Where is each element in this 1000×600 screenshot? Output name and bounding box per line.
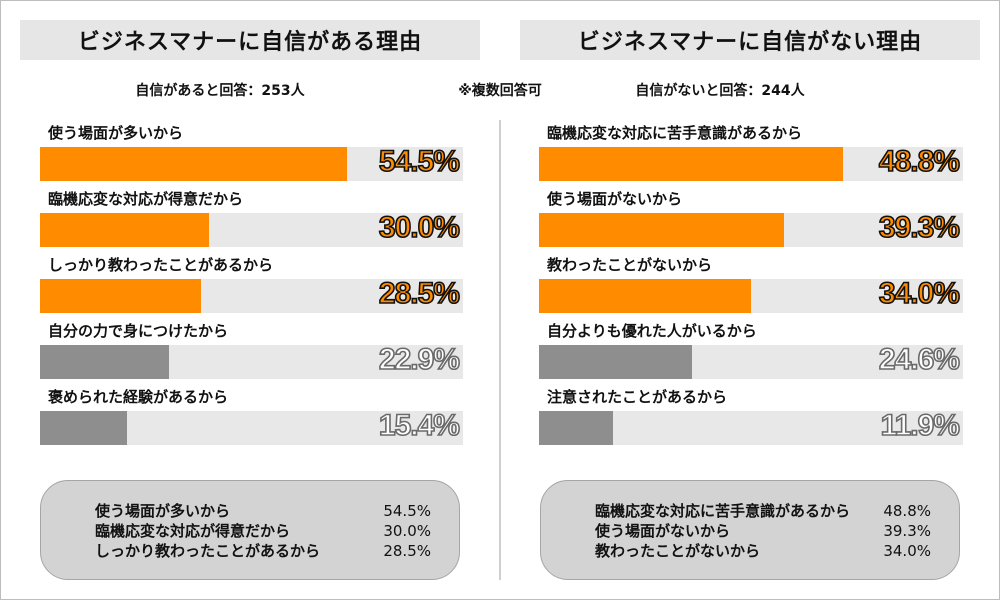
summary-label: しっかり教わったことがあるから <box>95 542 321 560</box>
summary-label: 臨機応変な対応が得意だから <box>95 522 291 540</box>
category-label: しっかり教わったことがあるから <box>48 256 274 274</box>
data-label: 11.9% <box>880 408 961 443</box>
bar <box>539 279 751 313</box>
summary-row: 臨機応変な対応に苦手意識があるから 48.8% <box>595 501 931 521</box>
summary-box: 臨機応変な対応に苦手意識があるから 48.8% 使う場面がないから 39.3% 教わった… <box>540 480 960 580</box>
category-label: 教わったことがないから <box>547 256 713 274</box>
bar-chart-confident: 使う場面が多いから 54.5% 臨機応変な対応が得意だから 30.0% しっかり教わった… <box>40 118 463 448</box>
category-label: 褒められた経験があるから <box>48 388 229 406</box>
bar-row: 自分の力で身につけたから 22.9% <box>40 316 463 379</box>
data-label: 15.4% <box>378 408 461 443</box>
data-label: 34.0% <box>878 276 961 311</box>
bar <box>539 213 784 247</box>
bar <box>40 345 169 379</box>
bar <box>40 411 127 445</box>
bar-track: 15.4% <box>40 408 463 445</box>
summary-row: 臨機応変な対応が得意だから 30.0% <box>95 521 431 541</box>
chart-title: ビジネスマナーに自信がない理由 <box>520 20 980 60</box>
bar-chart-not-confident: 臨機応変な対応に苦手意識があるから 48.8% 使う場面がないから 39.3% 教わった… <box>539 118 963 448</box>
category-label: 臨機応変な対応が得意だから <box>48 190 244 208</box>
bar <box>40 279 201 313</box>
bar-row: 使う場面がないから 39.3% <box>539 184 963 247</box>
bar-row: 注意されたことがあるから 11.9% <box>539 382 963 445</box>
bar-track: 11.9% <box>539 408 963 445</box>
summary-value: 54.5% <box>383 502 431 520</box>
bar <box>40 213 209 247</box>
bar <box>40 147 347 181</box>
panel-confident: ビジネスマナーに自信がある理由 自信があると回答：253人 使う場面が多いから 5… <box>20 0 500 600</box>
summary-value: 39.3% <box>883 522 931 540</box>
bar-track: 39.3% <box>539 210 963 247</box>
data-label: 22.9% <box>378 342 461 377</box>
bar-track: 22.9% <box>40 342 463 379</box>
summary-row: 使う場面が多いから 54.5% <box>95 501 431 521</box>
category-label: 使う場面が多いから <box>48 124 184 142</box>
data-label: 24.6% <box>878 342 961 377</box>
bar-track: 28.5% <box>40 276 463 313</box>
data-label: 30.0% <box>378 210 461 245</box>
panel-divider <box>499 120 501 580</box>
bar <box>539 411 613 445</box>
bar-row: 褒められた経験があるから 15.4% <box>40 382 463 445</box>
category-label: 自分よりも優れた人がいるから <box>547 322 757 340</box>
data-label: 54.5% <box>378 144 461 179</box>
bar <box>539 345 692 379</box>
bar-row: 臨機応変な対応が得意だから 30.0% <box>40 184 463 247</box>
summary-row: 使う場面がないから 39.3% <box>595 521 931 541</box>
summary-label: 使う場面が多いから <box>95 502 231 520</box>
category-label: 自分の力で身につけたから <box>48 322 229 340</box>
respondent-count: 自信があると回答：253人 <box>135 83 305 99</box>
panel-not-confident: ビジネスマナーに自信がない理由 自信がないと回答：244人 臨機応変な対応に苦手… <box>520 0 1000 600</box>
summary-value: 48.8% <box>883 502 931 520</box>
summary-label: 使う場面がないから <box>595 522 731 540</box>
bar-row: 使う場面が多いから 54.5% <box>40 118 463 181</box>
summary-row: しっかり教わったことがあるから 28.5% <box>95 541 431 561</box>
bar-track: 30.0% <box>40 210 463 247</box>
summary-value: 30.0% <box>383 522 431 540</box>
data-label: 39.3% <box>878 210 961 245</box>
bar-track: 24.6% <box>539 342 963 379</box>
summary-box: 使う場面が多いから 54.5% 臨機応変な対応が得意だから 30.0% しっかり教わった… <box>40 480 460 580</box>
respondent-count: 自信がないと回答：244人 <box>635 83 805 99</box>
bar <box>539 147 843 181</box>
bar-row: 自分よりも優れた人がいるから 24.6% <box>539 316 963 379</box>
summary-value: 34.0% <box>883 542 931 560</box>
data-label: 28.5% <box>378 276 461 311</box>
bar-track: 34.0% <box>539 276 963 313</box>
category-label: 使う場面がないから <box>547 190 683 208</box>
multiple-answer-note: ※複数回答可 <box>458 83 542 99</box>
summary-value: 28.5% <box>383 542 431 560</box>
chart-title: ビジネスマナーに自信がある理由 <box>20 20 480 60</box>
bar-track: 54.5% <box>40 144 463 181</box>
summary-label: 教わったことがないから <box>595 542 761 560</box>
bar-row: 教わったことがないから 34.0% <box>539 250 963 313</box>
category-label: 臨機応変な対応に苦手意識があるから <box>547 124 803 142</box>
category-label: 注意されたことがあるから <box>547 388 728 406</box>
summary-row: 教わったことがないから 34.0% <box>595 541 931 561</box>
summary-label: 臨機応変な対応に苦手意識があるから <box>595 502 851 520</box>
bar-row: しっかり教わったことがあるから 28.5% <box>40 250 463 313</box>
bar-track: 48.8% <box>539 144 963 181</box>
bar-row: 臨機応変な対応に苦手意識があるから 48.8% <box>539 118 963 181</box>
data-label: 48.8% <box>878 144 961 179</box>
